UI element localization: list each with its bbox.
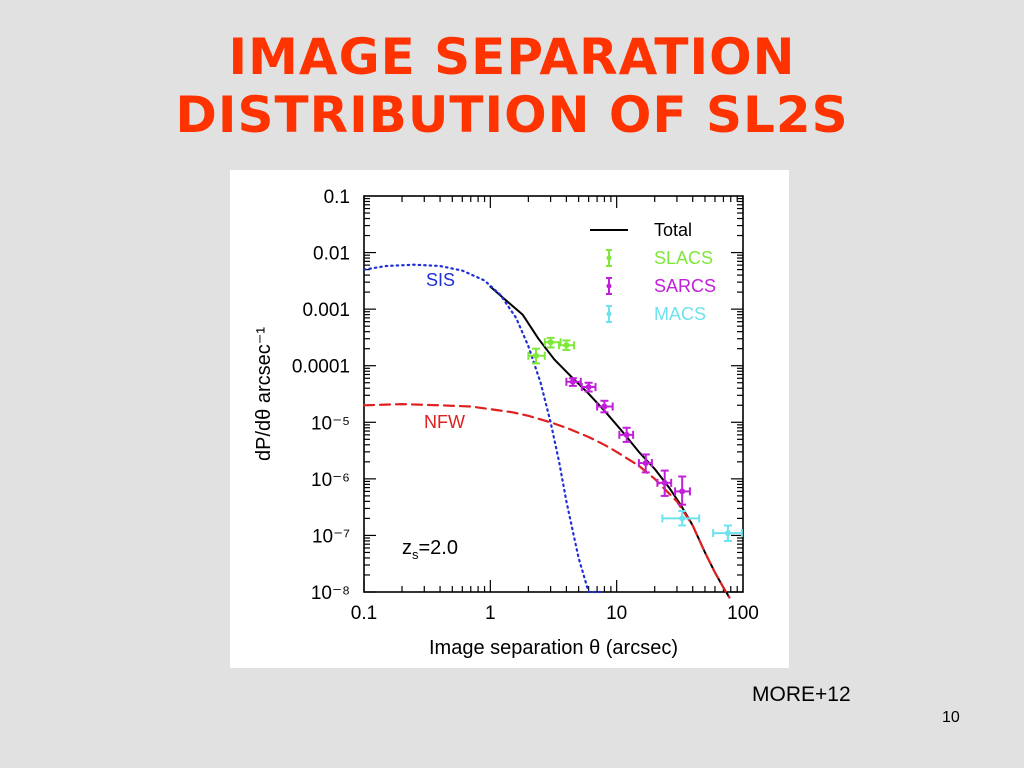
slide-title-line-2: DISTRIBUTION OF SL2S [175, 86, 849, 144]
slide-title: IMAGE SEPARATION DISTRIBUTION OF SL2S [0, 28, 1024, 144]
slide-title-line-1: IMAGE SEPARATION [228, 28, 796, 86]
marker [601, 403, 608, 410]
y-tick-label: 10⁻⁸ [311, 583, 350, 604]
legend-item-total: Total [590, 220, 692, 240]
x-tick-label: 10 [606, 603, 627, 624]
y-tick-label: 0.1 [324, 187, 350, 208]
legend-item-macs: MACS [606, 304, 706, 324]
legend-marker [606, 255, 612, 261]
legend-item-sarcs: SARCS [606, 276, 716, 296]
marker [585, 384, 592, 391]
page-number: 10 [942, 709, 960, 726]
y-tick-label: 0.01 [313, 244, 350, 265]
y-tick-label: 10⁻⁷ [312, 526, 350, 547]
sarcs-data-point [618, 426, 635, 443]
legend-label: Total [654, 220, 692, 240]
macs-data-point [661, 510, 701, 527]
marker [661, 479, 668, 486]
marker [569, 378, 576, 385]
x-tick-label: 100 [727, 603, 759, 624]
sarcs-data-point [565, 377, 582, 387]
slacs-data-point [543, 336, 562, 349]
marker [679, 515, 686, 522]
plot-frame [363, 195, 744, 593]
legend-marker [606, 283, 612, 289]
x-axis-label: Image separation θ (arcsec) [429, 637, 678, 659]
image-separation-chart: Total SLACS SARCS MACS 0.1 1 10 100 0.1 0.01 0.00… [253, 187, 759, 659]
marker [642, 460, 649, 467]
y-tick-label: 10⁻⁶ [311, 470, 350, 491]
citation-label: MORE+12 [752, 683, 851, 706]
redshift-annotation: zs=2.0 [402, 537, 458, 562]
sis-curve [362, 263, 606, 594]
total-curve [489, 285, 731, 599]
marker [547, 339, 554, 346]
figure-panel: Total SLACS SARCS MACS 0.1 1 10 100 0.1 0.01 0.00… [230, 170, 789, 668]
legend-marker [606, 311, 612, 317]
marker [623, 431, 630, 438]
nfw-curve-label: NFW [424, 412, 465, 432]
y-axis-label: dP/dθ arcsec⁻¹ [253, 327, 275, 461]
x-tick-label: 0.1 [351, 603, 377, 624]
macs-data-point [712, 524, 743, 542]
legend-item-slacs: SLACS [606, 248, 713, 268]
slacs-data-point [527, 347, 546, 365]
sis-curve-label: SIS [426, 270, 455, 290]
y-tick-label: 0.001 [302, 300, 350, 321]
sarcs-data-point [674, 475, 691, 506]
sarcs-data-point [656, 469, 673, 497]
legend-label: SLACS [654, 248, 713, 268]
marker [724, 530, 731, 537]
legend-label: MACS [654, 304, 706, 324]
marker [533, 352, 540, 359]
x-tick-label: 1 [485, 603, 496, 624]
marker [679, 488, 686, 495]
slacs-data-point [558, 339, 576, 351]
y-tick-label: 0.0001 [292, 357, 350, 378]
y-tick-label: 10⁻⁵ [311, 413, 350, 434]
legend-label: SARCS [654, 276, 716, 296]
sarcs-data-point [580, 381, 597, 393]
sarcs-data-point [637, 453, 653, 474]
sarcs-data-point [596, 399, 614, 414]
nfw-curve [362, 403, 731, 599]
marker [563, 342, 570, 349]
